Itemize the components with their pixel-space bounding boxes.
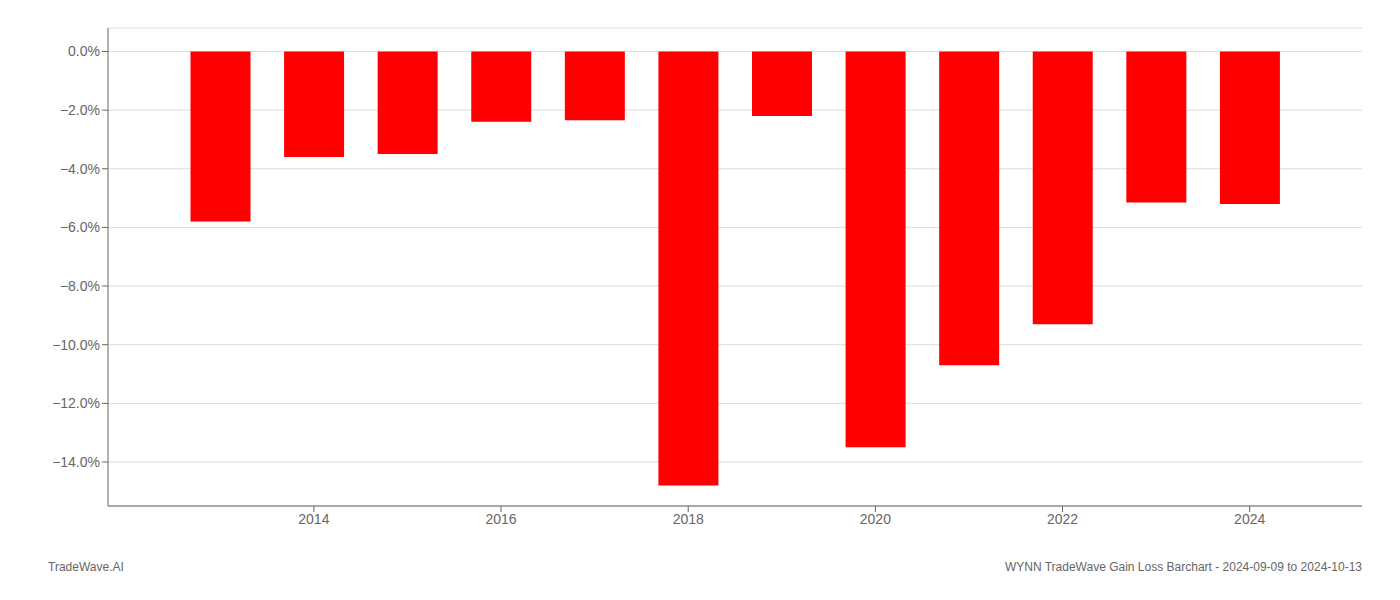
svg-text:−4.0%: −4.0% (60, 161, 100, 177)
svg-text:−12.0%: −12.0% (52, 395, 100, 411)
svg-text:−8.0%: −8.0% (60, 278, 100, 294)
svg-text:2020: 2020 (860, 511, 891, 527)
html-text:WYNN TradeWave Gain Loss Barch: WYNN TradeWave Gain Loss Barchart - 2024… (1004, 560, 1362, 574)
svg-text:0.0%: 0.0% (68, 43, 100, 59)
svg-text:2016: 2016 (485, 511, 516, 527)
svg-text:2018: 2018 (673, 511, 704, 527)
html-text:TradeWave.AI: TradeWave.AI (48, 560, 124, 574)
svg-text:−14.0%: −14.0% (52, 454, 100, 470)
svg-text:−2.0%: −2.0% (60, 102, 100, 118)
svg-text:2022: 2022 (1047, 511, 1078, 527)
svg-text:−6.0%: −6.0% (60, 219, 100, 235)
svg-text:−10.0%: −10.0% (52, 337, 100, 353)
svg-text:2024: 2024 (1234, 511, 1265, 527)
svg-text:2014: 2014 (298, 511, 329, 527)
